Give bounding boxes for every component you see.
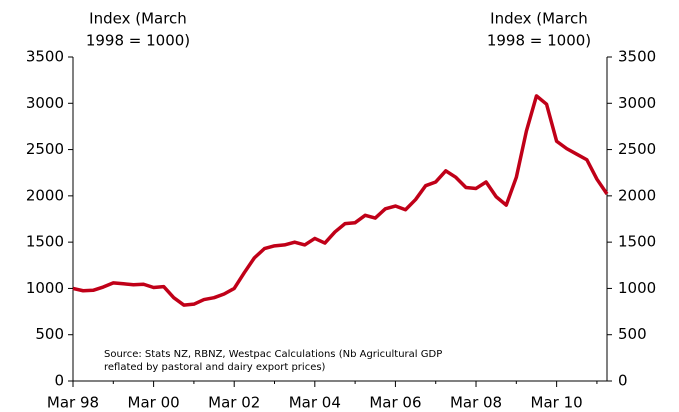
y-tick-label: 500	[35, 325, 64, 343]
y-tick-label: 2500	[26, 140, 64, 158]
y2-axis-label: 1998 = 1000)	[487, 32, 591, 50]
y2-axis-label: Index (March	[490, 10, 588, 28]
y-tick-label: 0	[54, 372, 64, 390]
y-tick-label: 3500	[26, 48, 64, 66]
y2-tick-label: 0	[618, 372, 628, 390]
x-tick-label: Mar 06	[369, 394, 421, 412]
y2-tick-label: 3000	[618, 94, 656, 112]
x-tick-label: Mar 00	[128, 394, 180, 412]
annotation: Source: Stats NZ, RBNZ, Westpac Calculat…	[104, 349, 442, 360]
y2-tick-label: 3500	[618, 48, 656, 66]
x-tick-label: Mar 04	[289, 394, 341, 412]
y2-tick-label: 500	[618, 325, 647, 343]
line	[72, 94, 609, 307]
y2-tick-label: 1500	[618, 233, 656, 251]
y-axis-label: 1998 = 1000)	[86, 32, 190, 50]
x-tick-label: Mar 02	[208, 394, 260, 412]
y-tick-label: 1500	[26, 233, 64, 251]
y2-tick-label: 2000	[618, 186, 656, 204]
x-tick-label: Mar 98	[47, 394, 99, 412]
x-tick-label: Mar 08	[450, 394, 502, 412]
y2-tick-label: 2500	[618, 140, 656, 158]
x-tick-label: Mar 10	[531, 394, 583, 412]
y-tick-label: 1000	[26, 279, 64, 297]
y-tick-label: 3000	[26, 94, 64, 112]
y-axis-label: Index (March	[89, 10, 187, 28]
y-tick-label: 2000	[26, 186, 64, 204]
annotation: reflated by pastoral and dairy export pr…	[104, 362, 326, 373]
y2-tick-label: 1000	[618, 279, 656, 297]
